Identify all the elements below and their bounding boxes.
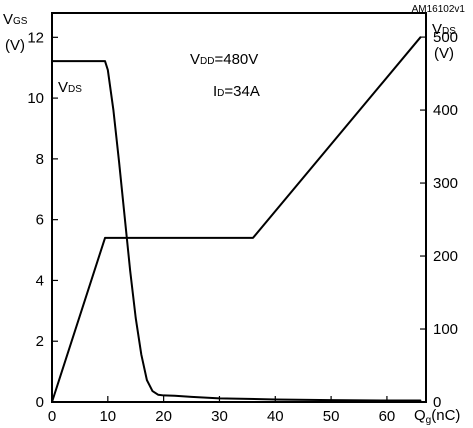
right-tick-label: 0 — [433, 394, 441, 411]
left-axis-label: VGS — [3, 11, 28, 28]
vgs-series-line — [51, 36, 422, 403]
right-axis-label: VDS — [432, 21, 456, 38]
vds-series-line — [51, 60, 422, 402]
series-layer — [51, 36, 422, 403]
x-axis-label: Qg(nC) — [414, 407, 460, 426]
x-tick-label: 20 — [155, 408, 172, 425]
left-axis-unit: (V) — [5, 37, 25, 54]
plot-frame — [51, 12, 427, 403]
id-annotation: ID=34A — [213, 83, 260, 100]
left-tick-label: 2 — [36, 333, 44, 350]
right-tick-label: 300 — [433, 175, 458, 192]
x-tick-label: 0 — [48, 408, 56, 425]
right-tick-label: 400 — [433, 102, 458, 119]
left-tick-label: 8 — [36, 151, 44, 168]
x-tick-label: 40 — [267, 408, 284, 425]
vds-series-label: VDS — [58, 79, 82, 96]
right-axis-unit: (V) — [434, 45, 454, 62]
right-tick-label: 100 — [433, 321, 458, 338]
left-tick-label: 12 — [27, 29, 44, 46]
ticks-layer: 0 10 20 30 40 50 60 0 2 4 6 8 10 12 0 100 200 300 400 500 — [27, 29, 458, 425]
left-tick-label: 0 — [36, 394, 44, 411]
x-tick-label: 50 — [323, 408, 340, 425]
x-tick-label: 30 — [211, 408, 228, 425]
x-tick-label: 60 — [379, 408, 396, 425]
right-tick-label: 500 — [433, 29, 458, 46]
left-tick-label: 6 — [36, 212, 44, 229]
figure-code: AM16102v1 — [412, 4, 466, 15]
vdd-annotation: VDD=480V — [190, 51, 258, 68]
right-tick-label: 200 — [433, 248, 458, 265]
x-tick-label: 10 — [99, 408, 116, 425]
left-tick-label: 4 — [36, 272, 44, 289]
left-tick-label: 10 — [27, 90, 44, 107]
